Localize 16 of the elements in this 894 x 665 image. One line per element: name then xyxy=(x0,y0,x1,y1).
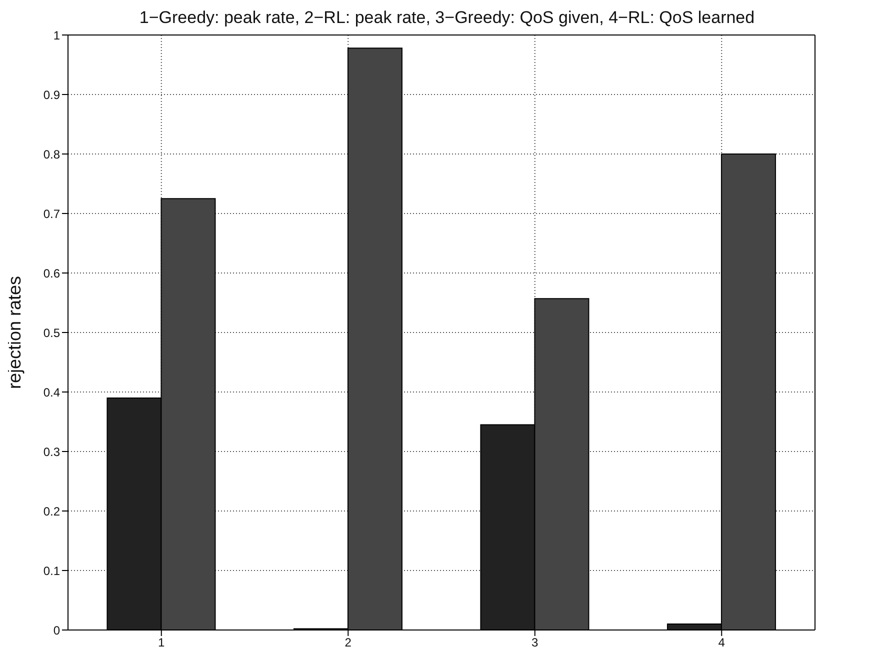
y-tick-label: 0.4 xyxy=(43,385,60,400)
y-tick-label: 0.6 xyxy=(43,266,60,280)
x-tick-label: 4 xyxy=(718,636,726,650)
y-tick-label: 1 xyxy=(53,28,60,42)
chart-title: 1−Greedy: peak rate, 2−RL: peak rate, 3−Greedy: QoS given, 4−RL: QoS learned xyxy=(138,8,756,28)
y-tick-label: 0 xyxy=(53,623,60,638)
y-tick-label: 0.7 xyxy=(43,206,60,221)
x-tick-label: 1 xyxy=(158,636,166,650)
y-tick-label: 0.9 xyxy=(43,88,60,102)
y-tick-label: 0.3 xyxy=(43,444,60,459)
x-tick-label: 3 xyxy=(532,636,539,650)
x-tick-label: 2 xyxy=(344,636,352,650)
y-tick-label: 0.1 xyxy=(43,564,60,578)
y-tick-label: 0.2 xyxy=(43,504,60,518)
y-tick-label: 0.8 xyxy=(43,147,60,162)
y-tick-label: 0.5 xyxy=(43,326,60,340)
